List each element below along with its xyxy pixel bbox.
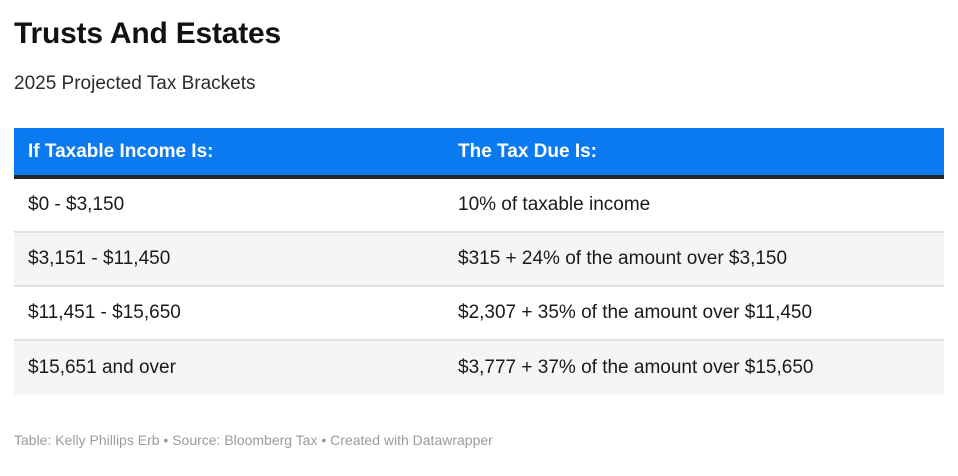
income-range-cell: $0 - $3,150 <box>28 193 125 215</box>
table-header-row: If Taxable Income Is: The Tax Due Is: <box>14 128 944 179</box>
table-credit-link[interactable]: Kelly Phillips Erb <box>55 432 160 448</box>
column-header-taxable-income: If Taxable Income Is: <box>28 141 214 162</box>
income-range-cell: $15,651 and over <box>28 356 176 378</box>
tax-due-cell: $315 + 24% of the amount over $3,150 <box>458 247 788 269</box>
table-row: $15,651 and over $3,777 + 37% of the amo… <box>14 341 944 395</box>
page-subtitle: 2025 Projected Tax Brackets <box>14 73 256 94</box>
source-credit-label: Source: <box>172 432 225 448</box>
column-header-tax-due: The Tax Due Is: <box>458 141 598 162</box>
income-range-cell: $3,151 - $11,450 <box>28 247 171 269</box>
created-with-label: Created with <box>330 432 413 448</box>
table-row: $11,451 - $15,650 $2,307 + 35% of the am… <box>14 287 944 341</box>
table-row: $0 - $3,150 10% of taxable income <box>14 179 944 233</box>
tax-due-cell: $2,307 + 35% of the amount over $11,450 <box>458 301 813 323</box>
income-range-cell: $11,451 - $15,650 <box>28 301 181 323</box>
datawrapper-credit-link[interactable]: Datawrapper <box>412 432 493 448</box>
tax-brackets-table: If Taxable Income Is: The Tax Due Is: $0… <box>14 128 944 395</box>
tax-due-cell: 10% of taxable income <box>458 193 651 215</box>
page-title: Trusts And Estates <box>14 17 282 50</box>
footer-attribution: Table: Kelly Phillips Erb • Source: Bloo… <box>14 431 944 449</box>
tax-due-cell: $3,777 + 37% of the amount over $15,650 <box>458 356 814 378</box>
table-credit-label: Table: <box>14 432 56 448</box>
footer-separator: • <box>159 432 173 448</box>
table-row: $3,151 - $11,450 $315 + 24% of the amoun… <box>14 233 944 287</box>
source-credit-link[interactable]: Bloomberg Tax <box>224 432 318 448</box>
footer-separator: • <box>317 432 331 448</box>
